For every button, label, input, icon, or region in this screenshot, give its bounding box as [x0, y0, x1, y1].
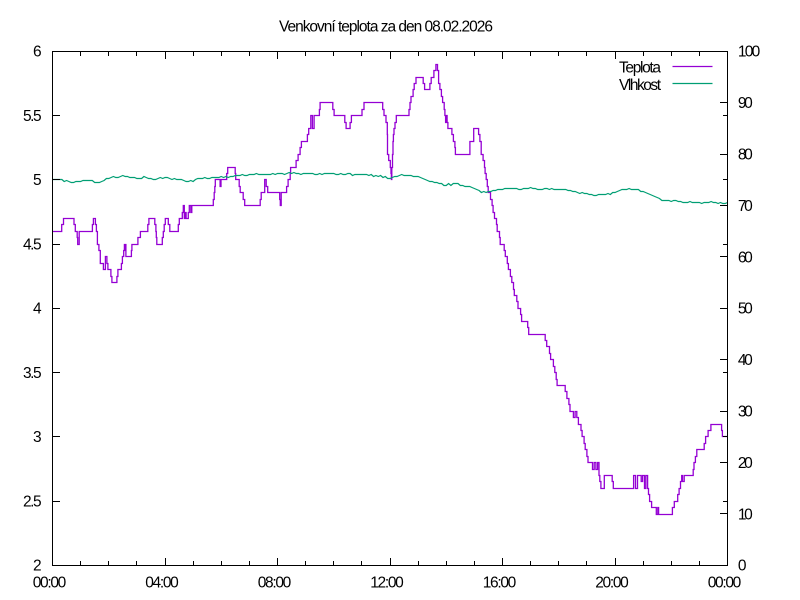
svg-text:12:00: 12:00 [370, 574, 404, 591]
svg-text:90: 90 [738, 95, 753, 112]
svg-text:20:00: 20:00 [595, 574, 629, 591]
svg-text:5: 5 [33, 172, 42, 189]
svg-text:5.5: 5.5 [23, 108, 42, 125]
svg-text:00:00: 00:00 [708, 574, 742, 591]
svg-text:80: 80 [738, 147, 753, 164]
svg-text:20: 20 [738, 455, 753, 472]
svg-text:3.5: 3.5 [23, 365, 42, 382]
svg-text:0: 0 [738, 558, 747, 575]
svg-text:4: 4 [33, 301, 42, 318]
svg-text:04:00: 04:00 [145, 574, 179, 591]
svg-text:Vlhkost: Vlhkost [619, 77, 662, 94]
svg-text:4.5: 4.5 [23, 236, 42, 253]
svg-text:100: 100 [738, 44, 761, 61]
svg-text:16:00: 16:00 [483, 574, 517, 591]
svg-text:60: 60 [738, 249, 753, 266]
svg-text:30: 30 [738, 404, 753, 421]
svg-text:50: 50 [738, 301, 753, 318]
svg-text:10: 10 [738, 506, 753, 523]
svg-text:08:00: 08:00 [258, 574, 292, 591]
svg-text:Venkovní teplota za den 08.02.: Venkovní teplota za den 08.02.2026 [279, 19, 493, 36]
svg-text:3: 3 [33, 429, 42, 446]
svg-text:00:00: 00:00 [33, 574, 67, 591]
svg-text:70: 70 [738, 198, 753, 215]
svg-text:2: 2 [33, 558, 42, 575]
svg-text:6: 6 [33, 44, 42, 61]
svg-text:2.5: 2.5 [23, 493, 42, 510]
svg-text:Teplota: Teplota [619, 59, 661, 76]
svg-text:40: 40 [738, 352, 753, 369]
